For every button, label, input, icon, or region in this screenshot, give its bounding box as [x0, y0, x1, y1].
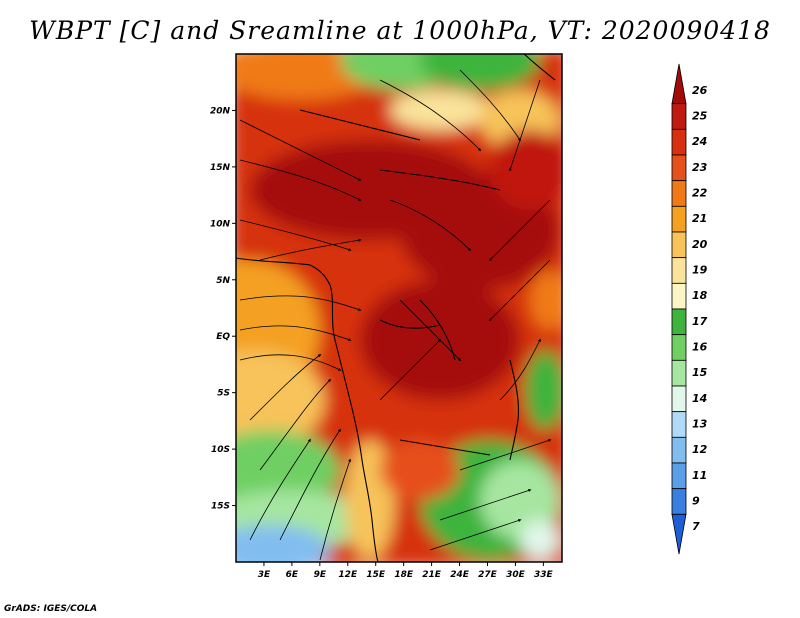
- colorbar-swatch: [671, 513, 687, 555]
- lon-tick-label: 24E: [450, 570, 470, 580]
- colorbar-label: 16: [692, 341, 708, 354]
- lat-tick-label: 5N: [216, 276, 230, 286]
- colorbar-swatch: [671, 488, 687, 515]
- colorbar-swatch: [671, 462, 687, 490]
- streamlines: [239, 69, 552, 561]
- lat-tick-label: 10S: [211, 445, 230, 455]
- lat-tick-label: 5S: [217, 389, 230, 399]
- colorbar-swatch: [671, 282, 687, 310]
- coastlines: [236, 54, 556, 562]
- colorbar-swatch: [671, 128, 687, 156]
- colorbar-label: 13: [692, 418, 708, 431]
- lon-tick-label: 21E: [422, 570, 442, 580]
- colorbar-label: 12: [692, 443, 708, 456]
- colorbar-label: 9: [692, 495, 700, 508]
- lon-tick-label: 33E: [534, 570, 554, 580]
- lon-tick-label: 18E: [394, 570, 414, 580]
- colorbar-label: 11: [692, 469, 707, 482]
- colorbar: 26 25 24 23 22 21 20 19 18 17 16 15 14 13 12 11 9 7: [671, 63, 708, 555]
- colorbar-label: 24: [692, 135, 707, 148]
- lon-tick-label: 9E: [314, 570, 327, 580]
- colorbar-label: 25: [692, 110, 708, 123]
- colorbar-swatch: [671, 257, 687, 284]
- lon-tick-label: 15E: [366, 570, 386, 580]
- colorbar-label: 7: [692, 520, 700, 533]
- map-frame: [235, 53, 563, 563]
- colorbar-swatch: [671, 63, 687, 105]
- lat-tick-label: 15N: [210, 163, 231, 173]
- lat-tick-label: 15S: [211, 502, 230, 512]
- colorbar-label: 23: [692, 161, 708, 174]
- map-axes: 20N 15N 10N 5N EQ 5S 10S 15S 3E 6E 9E 12E 15E 18E 21E 2…: [210, 106, 554, 580]
- colorbar-label: 21: [692, 212, 707, 225]
- lon-tick-label: 27E: [478, 570, 498, 580]
- colorbar-label: 22: [692, 187, 708, 200]
- lat-tick-label: 10N: [210, 219, 231, 229]
- lon-tick-label: 3E: [258, 570, 271, 580]
- colorbar-label: 19: [692, 264, 708, 277]
- lat-tick-label: 20N: [210, 106, 231, 116]
- colorbar-swatch: [671, 205, 687, 233]
- software-credit: GrADS: IGES/COLA: [4, 604, 98, 614]
- colorbar-label: 17: [692, 315, 708, 328]
- colorbar-label: 18: [692, 289, 708, 302]
- wbpt-field: [236, 54, 562, 562]
- colorbar-swatch: [671, 231, 687, 259]
- colorbar-swatch: [671, 359, 687, 387]
- colorbar-swatch: [671, 308, 687, 336]
- colorbar-swatch: [671, 154, 687, 182]
- lat-tick-label: EQ: [216, 332, 230, 342]
- colorbar-label: 15: [692, 366, 708, 379]
- colorbar-swatch: [671, 334, 687, 361]
- lon-tick-label: 30E: [506, 570, 526, 580]
- colorbar-swatch: [671, 436, 687, 464]
- lon-tick-label: 12E: [338, 570, 358, 580]
- colorbar-label: 20: [692, 238, 708, 251]
- colorbar-swatch: [671, 385, 687, 413]
- lon-tick-label: 6E: [286, 570, 299, 580]
- colorbar-swatch: [671, 103, 687, 130]
- colorbar-swatch: [671, 180, 687, 207]
- colorbar-label: 26: [692, 84, 708, 97]
- map-title: WBPT [C] and Sreamline at 1000hPa, VT: 2…: [29, 16, 771, 45]
- colorbar-swatch: [671, 411, 687, 438]
- colorbar-label: 14: [692, 392, 707, 405]
